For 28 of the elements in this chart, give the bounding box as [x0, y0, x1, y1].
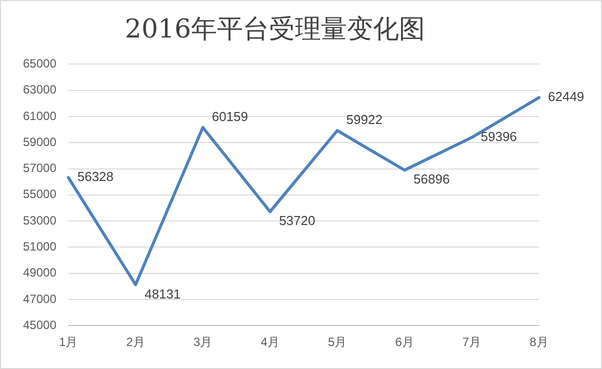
chart-title: 2016年平台受理量变化图: [124, 14, 426, 44]
x-tick-label: 5月: [328, 335, 347, 350]
data-label: 48131: [144, 286, 181, 302]
y-tick-label: 51000: [22, 239, 57, 254]
data-label: 62449: [548, 89, 584, 104]
data-label: 60159: [212, 109, 248, 124]
x-tick-label: 4月: [260, 335, 280, 350]
y-tick-label: 59000: [22, 134, 57, 149]
y-tick-label: 47000: [22, 292, 57, 306]
data-label: 56896: [414, 172, 450, 187]
y-tick-label: 53000: [22, 213, 57, 228]
data-label: 56328: [77, 169, 114, 184]
y-tick-label: 45000: [22, 318, 57, 332]
y-tick-label: 55000: [22, 187, 57, 202]
y-tick-label: 49000: [22, 266, 57, 280]
y-tick-label: 61000: [22, 108, 57, 123]
data-label: 53720: [279, 213, 316, 228]
y-tick-label: 65000: [22, 56, 57, 71]
x-tick-label: 6月: [395, 335, 414, 350]
y-tick-label: 57000: [22, 161, 57, 176]
data-label: 59396: [480, 129, 517, 144]
y-tick-label: 63000: [22, 82, 57, 97]
data-label: 59922: [346, 112, 382, 128]
x-tick-label: 7月: [462, 335, 482, 350]
x-tick-label: 2月: [126, 335, 145, 350]
x-tick-label: 8月: [530, 335, 548, 350]
x-tick-label: 3月: [193, 335, 212, 350]
x-tick-label: 1月: [59, 335, 78, 350]
